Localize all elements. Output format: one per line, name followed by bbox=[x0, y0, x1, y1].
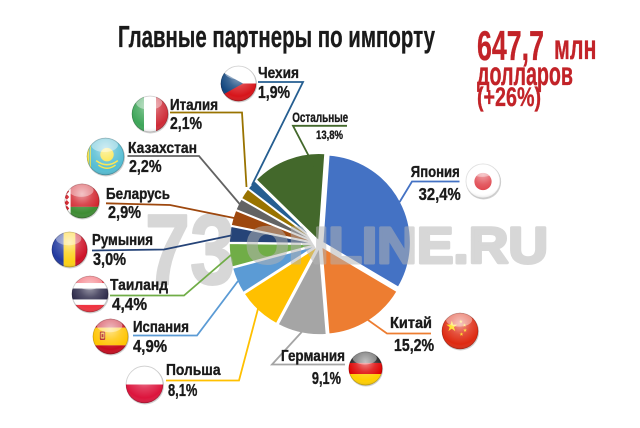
svg-text:73: 73 bbox=[145, 194, 235, 306]
svg-text:ONLINE.RU: ONLINE.RU bbox=[246, 217, 548, 274]
